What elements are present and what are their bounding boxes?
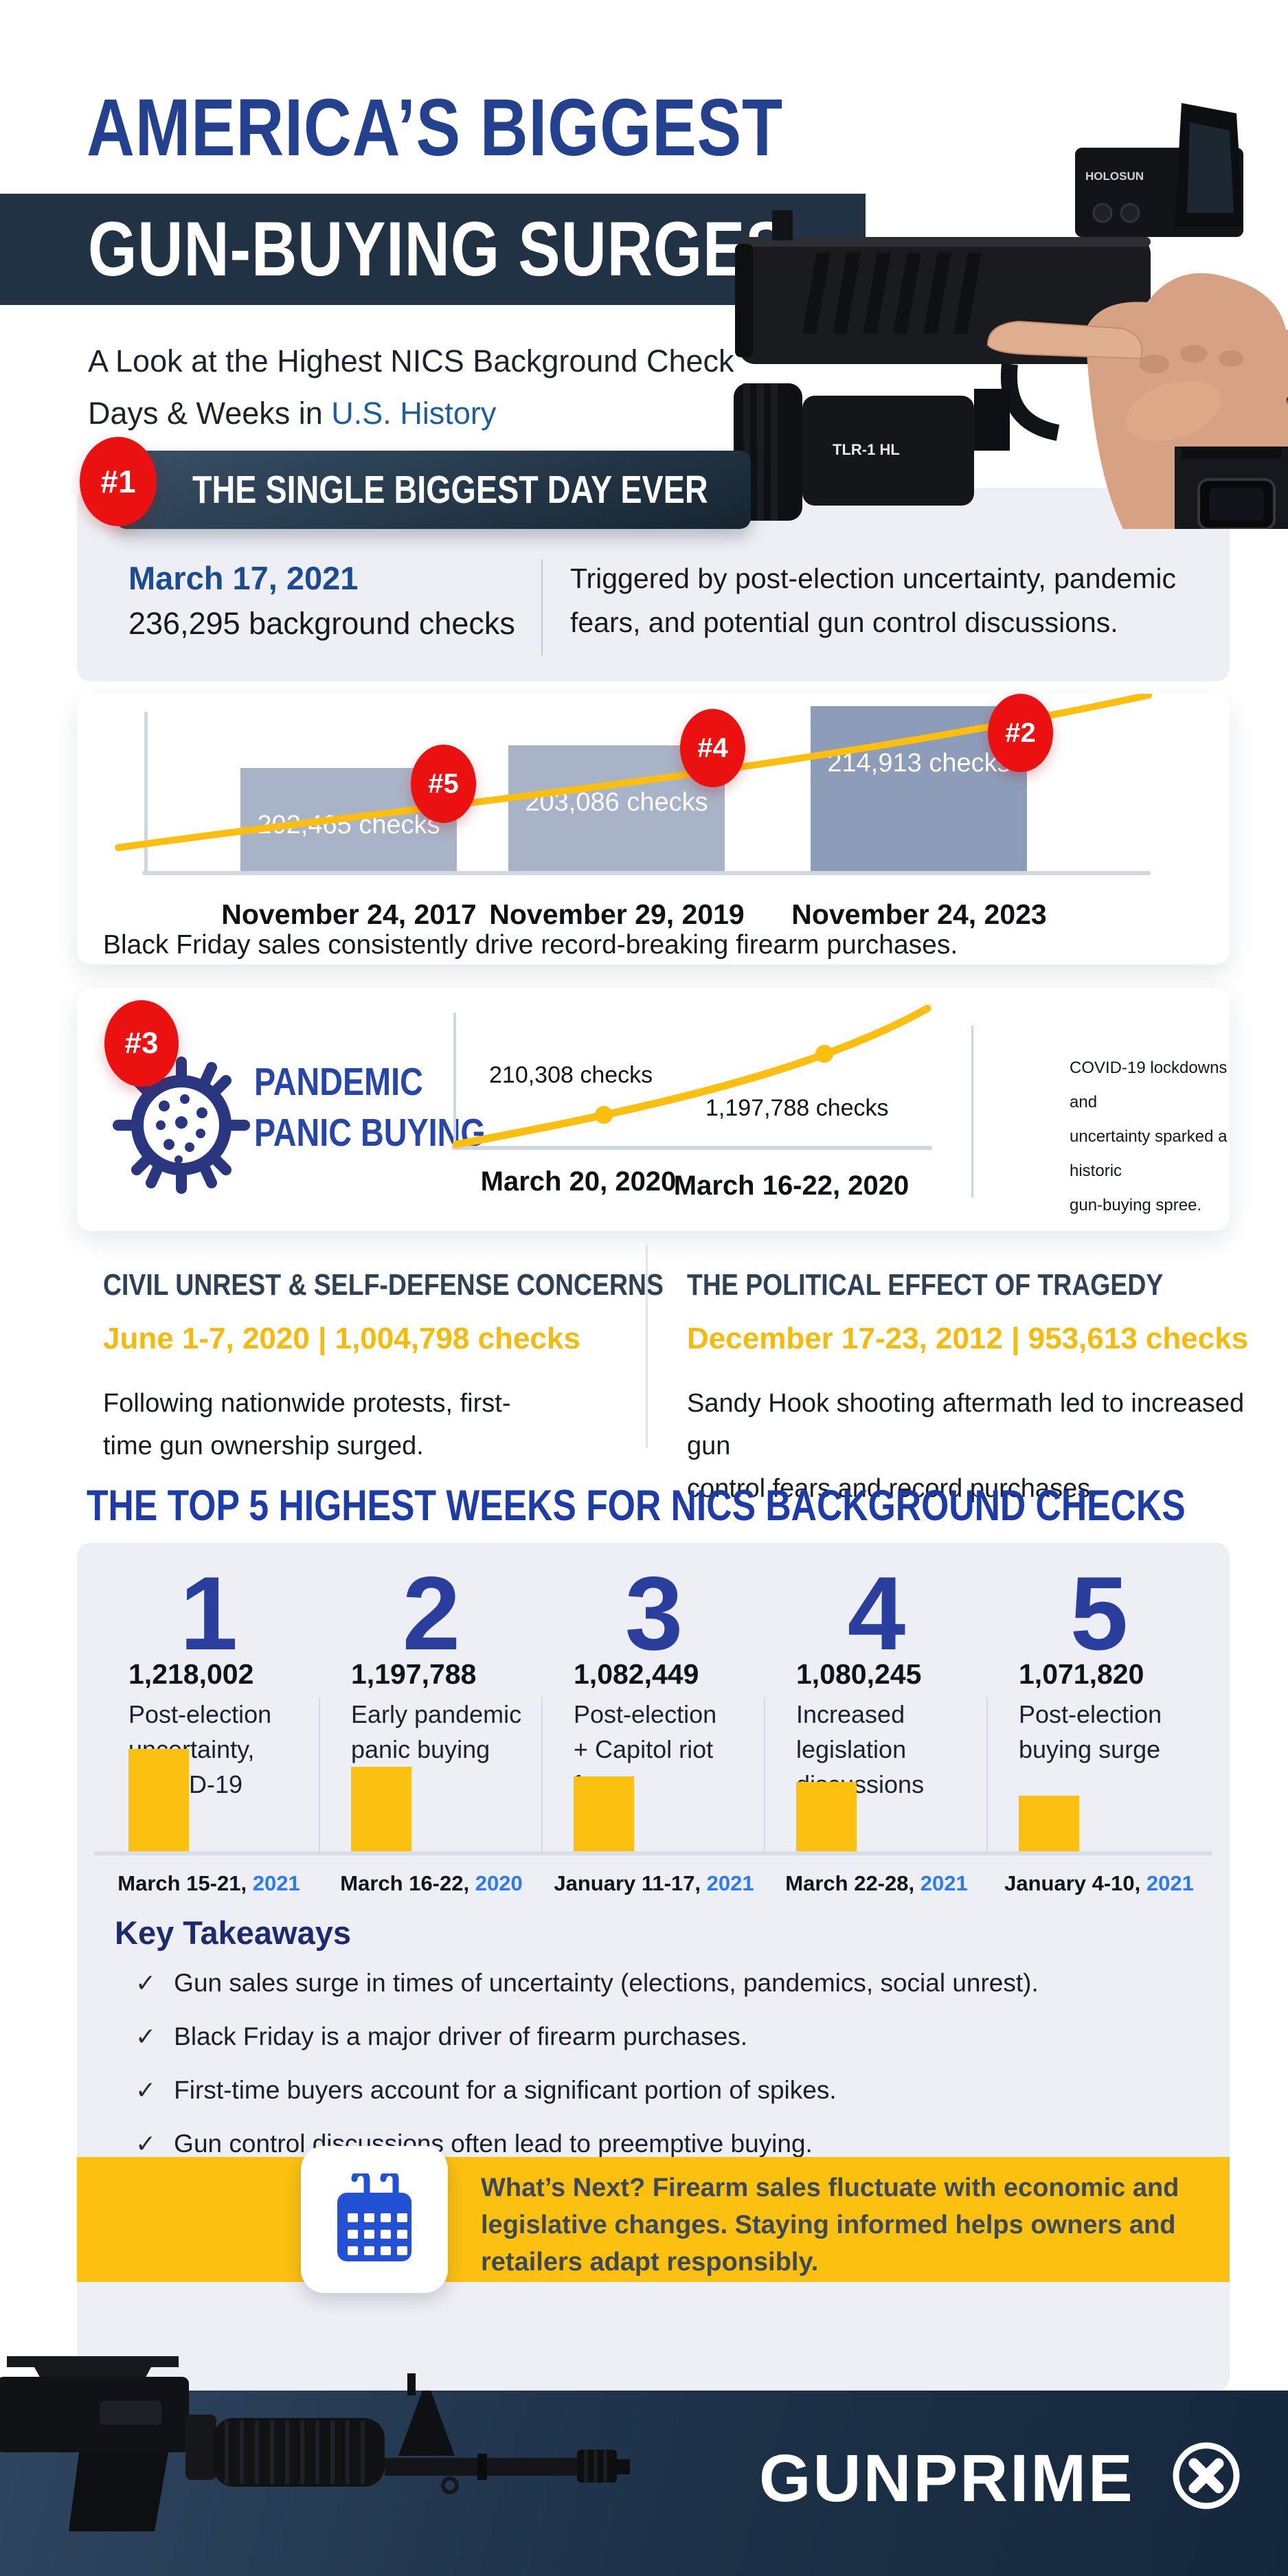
column-divider — [541, 1697, 543, 1854]
y-axis — [144, 712, 148, 874]
whats-next-band — [77, 2157, 1230, 2282]
week1-value: 1,218,002 — [128, 1658, 254, 1690]
tragedy-heading: THE POLITICAL EFFECT OF TRAGEDY — [687, 1268, 1164, 1302]
week3-date: January 11-17, 2021 — [554, 1871, 754, 1895]
takeaway-item: ✓ Black Friday is a major driver of firea… — [135, 2022, 747, 2050]
week1-date: March 15-21, 2021 — [117, 1871, 300, 1895]
rank-4-badge: #4 — [680, 709, 745, 787]
top5-baseline — [94, 1851, 1212, 1855]
rank-2-badge: #2 — [988, 694, 1053, 772]
pandemic-card: PANDEMIC PANIC BUYING 210,308 checks 1,1… — [77, 988, 1230, 1231]
tragedy-body: Sandy Hook shooting aftermath led to inc… — [687, 1389, 1245, 1503]
single-day-banner-label: THE SINGLE BIGGEST DAY EVER — [192, 468, 708, 512]
rank-number-2: 2 — [402, 1555, 461, 1672]
check-icon: ✓ — [135, 2129, 157, 2158]
hero-subtitle-highlight: U.S. History — [331, 396, 497, 431]
single-day-checks: 236,295 background checks — [128, 606, 515, 641]
column-divider — [764, 1697, 765, 1854]
pandemic-x-axis — [451, 1146, 932, 1150]
black-friday-card: 202,465 checks 203,086 checks 214,913 ch… — [77, 694, 1230, 964]
check-icon: ✓ — [135, 2076, 157, 2104]
pandemic-point1-date: March 20, 2020 — [480, 1166, 677, 1197]
week2-date: March 16-22, 2020 — [340, 1871, 523, 1895]
hero-title-line1: AMERICA’S BIGGEST — [87, 82, 783, 173]
top5-title: THE TOP 5 HIGHEST WEEKS FOR NICS BACKGRO… — [87, 1482, 1186, 1530]
calendar-icon — [337, 2173, 411, 2261]
week4-desc: Increased legislation discussions — [796, 1700, 925, 1798]
hero-subtitle-line1: A Look at the Highest NICS Background Ch… — [88, 343, 734, 379]
week5-value: 1,071,820 — [1019, 1658, 1144, 1690]
pandemic-point2-label: 1,197,788 checks — [705, 1095, 889, 1121]
civil-unrest-body: Following nationwide protests, first- ti… — [103, 1389, 511, 1460]
week3-value: 1,082,449 — [574, 1658, 699, 1690]
pandemic-note: COVID-19 lockdowns and uncertainty spark… — [1070, 1059, 1228, 1214]
week5-desc: Post-election buying surge — [1019, 1700, 1162, 1763]
bar-2023-date: November 24, 2023 — [791, 899, 1047, 930]
sight-brand-label: HOLOSUN — [1085, 170, 1144, 183]
pandemic-title-line2: PANIC BUYING — [254, 1111, 486, 1155]
single-day-date: March 17, 2021 — [128, 560, 359, 596]
bar-2023-label: 214,913 checks — [827, 749, 1010, 778]
week4-bar — [796, 1782, 857, 1853]
trend-curve — [115, 694, 1152, 851]
single-day-banner: THE SINGLE BIGGEST DAY EVER — [115, 451, 751, 529]
whats-next-text: What’s Next? Firearm sales fluctuate wit… — [481, 2173, 1179, 2276]
pistol-photo: HOLOSUN TLR-1 HL — [734, 103, 1288, 529]
takeaway-item: ✓ Gun control discussions often lead to p… — [135, 2129, 813, 2158]
week1-bar — [128, 1749, 189, 1853]
civil-unrest-heading: CIVIL UNREST & SELF-DEFENSE CONCERNS — [103, 1268, 664, 1302]
hero-navy-band: GUN-BUYING SURGES — [0, 194, 866, 305]
x-axis — [142, 871, 1151, 875]
rank-number-5: 5 — [1070, 1555, 1129, 1672]
rank-5-badge: #5 — [411, 745, 476, 823]
tragedy-stat: December 17-23, 2012 | 953,613 checks — [687, 1322, 1249, 1355]
rank-number-3: 3 — [624, 1555, 683, 1672]
pandemic-point1-label: 210,308 checks — [489, 1062, 653, 1088]
check-icon: ✓ — [135, 2022, 157, 2050]
week2-value: 1,197,788 — [351, 1658, 477, 1690]
vertical-divider — [971, 1026, 973, 1197]
bar-2019-date: November 29, 2019 — [489, 899, 745, 930]
week2-bar — [351, 1767, 411, 1853]
pandemic-curve — [452, 1004, 931, 1149]
pandemic-point2-date: March 16-22, 2020 — [673, 1171, 909, 1201]
week5-bar — [1019, 1796, 1079, 1853]
light-brand-label: TLR-1 HL — [833, 441, 900, 458]
takeaway-item: ✓ First-time buyers account for a signifi… — [135, 2076, 837, 2104]
vertical-divider — [646, 1245, 648, 1448]
logo-x-icon — [1173, 2442, 1240, 2509]
pandemic-title-line1: PANDEMIC — [254, 1060, 423, 1104]
takeaway-item: ✓ Gun sales surge in times of uncertainty… — [135, 1969, 1039, 1997]
column-divider — [986, 1697, 988, 1854]
rank-number-4: 4 — [847, 1555, 906, 1672]
week4-value: 1,080,245 — [796, 1658, 922, 1690]
week4-date: March 22-28, 2021 — [785, 1871, 968, 1895]
hero-subtitle-line2: Days & Weeks in U.S. History — [88, 396, 497, 431]
single-day-description: Triggered by post-election uncertainty, … — [570, 563, 1176, 638]
column-divider — [319, 1697, 320, 1854]
hero-subtitle: A Look at the Highest NICS Background Ch… — [88, 335, 734, 440]
rifle-photo — [0, 2356, 630, 2531]
key-takeaways-heading: Key Takeaways — [115, 1914, 352, 1951]
week2-desc: Early pandemic panic buying — [351, 1700, 522, 1763]
check-icon: ✓ — [135, 1969, 157, 1997]
vertical-divider — [541, 559, 543, 655]
rank-3-badge: #3 — [104, 1000, 179, 1087]
week3-bar — [574, 1776, 634, 1853]
hero-title-line2: GUN-BUYING SURGES — [88, 206, 789, 292]
civil-unrest-stat: June 1-7, 2020 | 1,004,798 checks — [103, 1322, 580, 1355]
gunprime-logo: GUNPRIME — [759, 2441, 1135, 2516]
calendar-card — [301, 2146, 448, 2293]
week5-date: January 4-10, 2021 — [1004, 1871, 1194, 1895]
bar-2017-date: November 24, 2017 — [221, 899, 477, 930]
rank-number-1: 1 — [179, 1555, 238, 1672]
rank-1-badge: #1 — [80, 437, 157, 526]
black-friday-caption: Black Friday sales consistently drive re… — [103, 930, 958, 960]
pandemic-y-axis — [453, 1013, 456, 1147]
